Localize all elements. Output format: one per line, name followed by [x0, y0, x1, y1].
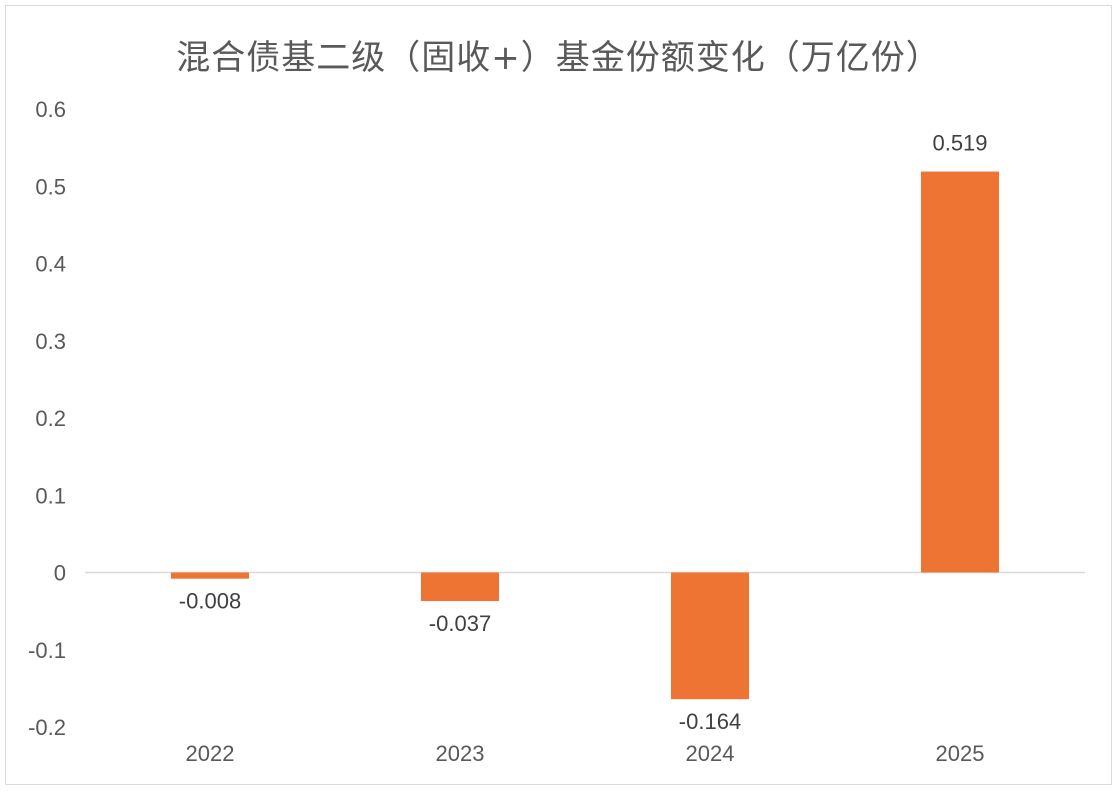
x-tick-label: 2024 [686, 741, 735, 766]
data-label: -0.008 [179, 589, 241, 614]
bar-2025 [921, 171, 999, 573]
bar-2023 [421, 572, 499, 602]
chart-title: 混合债基二级（固收+）基金份额变化（万亿份） [176, 38, 941, 78]
x-axis-ticks: 2022 2023 2024 2025 [186, 741, 985, 766]
y-tick-label: 0.1 [35, 483, 66, 508]
y-axis-ticks: 0.6 0.5 0.4 0.3 0.2 0.1 0 -0.1 -0.2 [28, 97, 66, 740]
data-label: 0.519 [932, 131, 987, 156]
y-tick-label: 0.5 [35, 174, 66, 199]
data-labels: -0.008 -0.037 -0.164 0.519 [179, 131, 988, 735]
y-tick-label: -0.1 [28, 638, 66, 663]
bars [171, 171, 999, 700]
y-tick-label: 0.3 [35, 329, 66, 354]
bar-2022 [171, 572, 249, 579]
x-tick-label: 2025 [936, 741, 985, 766]
data-label: -0.037 [429, 611, 491, 636]
y-tick-label: 0.4 [35, 252, 66, 277]
y-tick-label: 0.2 [35, 406, 66, 431]
bar-2024 [671, 572, 749, 700]
data-label: -0.164 [679, 709, 741, 734]
x-tick-label: 2023 [436, 741, 485, 766]
y-tick-label: -0.2 [28, 715, 66, 740]
x-tick-label: 2022 [186, 741, 235, 766]
y-tick-label: 0.6 [35, 97, 66, 122]
y-tick-label: 0 [54, 561, 66, 586]
